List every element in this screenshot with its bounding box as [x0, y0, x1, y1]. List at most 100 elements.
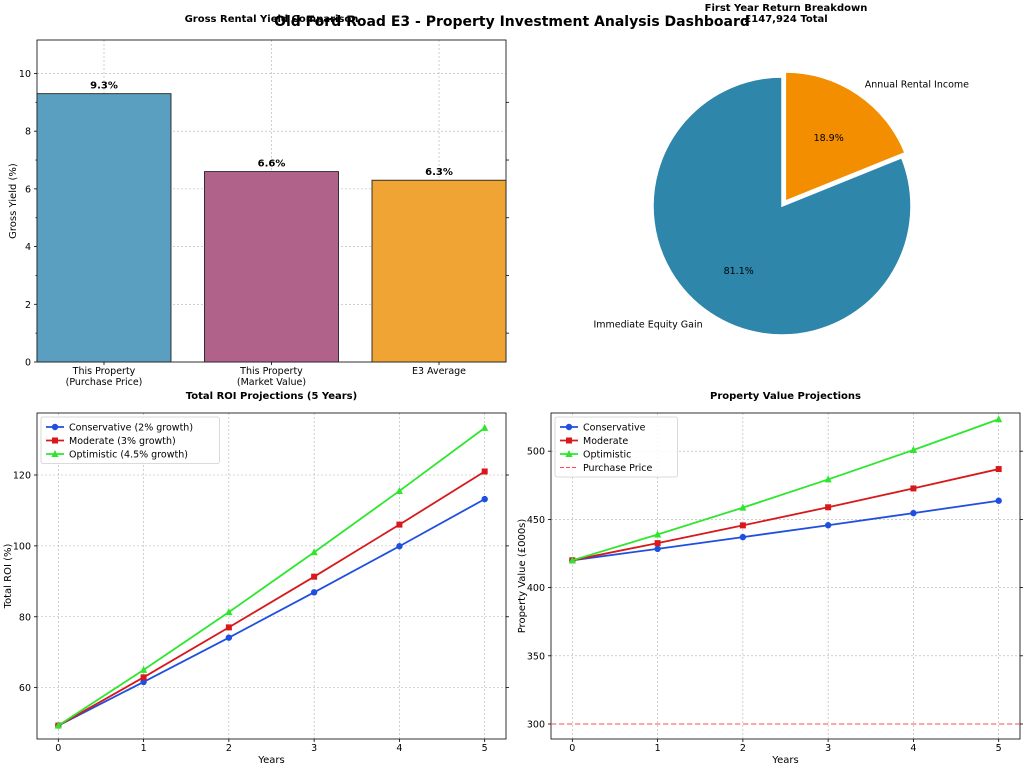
yield-bar — [204, 171, 339, 363]
roi-y-tick-label: 80 — [19, 612, 31, 623]
roi-plot-frame — [36, 412, 507, 740]
roi-data-point — [225, 608, 233, 616]
value-x-tick-label: 3 — [825, 743, 831, 754]
value-x-tick-label: 5 — [996, 743, 1002, 754]
value-y-tick-label: 300 — [527, 719, 545, 730]
value-data-point — [654, 540, 661, 547]
value-plot-frame — [550, 412, 1021, 740]
roi-data-point — [395, 486, 404, 494]
roi-data-point — [139, 665, 148, 673]
roi-data-point — [225, 634, 233, 641]
roi-series-line — [57, 470, 486, 727]
value-series-line — [572, 418, 999, 562]
value-data-point — [995, 466, 1002, 473]
roi-data-point — [140, 678, 147, 686]
yield-x-tick-label: E3 Average — [412, 366, 466, 377]
yield-bar — [36, 93, 172, 363]
roi-legend-label: Moderate (3% growth) — [69, 436, 176, 447]
value-data-point — [654, 545, 661, 553]
value-x-tick-label: 0 — [569, 743, 575, 754]
yield-chart-title: Gross Rental Yield Comparison — [185, 14, 359, 25]
roi-data-point — [54, 721, 62, 729]
value-legend-marker — [565, 423, 573, 431]
yield-bar-value-label: 6.3% — [425, 167, 453, 178]
value-legend-marker — [566, 437, 572, 444]
roi-legend-marker — [51, 423, 59, 431]
roi-x-tick-label: 4 — [396, 743, 402, 754]
roi-legend-box — [40, 416, 220, 464]
yield-y-tick-label: 10 — [19, 69, 31, 80]
roi-data-point — [481, 423, 489, 431]
roi-data-point — [310, 589, 318, 596]
yield-y-tick-label: 6 — [25, 184, 31, 195]
roi-data-point — [481, 468, 488, 475]
roi-data-point — [225, 624, 232, 631]
value-x-tick-label: 2 — [740, 743, 746, 754]
value-data-point — [739, 533, 747, 541]
roi-chart-title: Total ROI Projections (5 Years) — [186, 391, 357, 402]
value-data-point — [995, 415, 1003, 423]
roi-data-point — [396, 521, 403, 528]
value-legend-marker — [565, 450, 573, 457]
yield-y-tick-label: 0 — [25, 358, 31, 369]
yield-bar — [371, 179, 507, 363]
value-data-point — [824, 522, 832, 529]
yield-y-tick-label: 4 — [25, 242, 31, 253]
roi-legend-marker — [51, 450, 59, 457]
roi-x-tick-label: 0 — [55, 743, 61, 754]
pie-slice-percent-label: 18.9% — [814, 133, 844, 144]
yield-chart: Gross Rental Yield Comparison 0 2 4 6 8 10 9.… — [8, 14, 509, 388]
value-y-axis-label: Property Value (£000s) — [517, 519, 528, 634]
pie-chart-subtitle: £147,924 Total — [744, 14, 827, 25]
value-data-point — [653, 530, 662, 538]
value-series-line — [572, 468, 999, 562]
pie-slice-label: Annual Rental Income — [865, 79, 969, 90]
value-data-point — [568, 556, 576, 564]
value-x-tick-label: 4 — [910, 743, 916, 754]
roi-legend-label: Conservative (2% growth) — [69, 423, 193, 434]
roi-line-chart: Total ROI Projections (5 Years) 60 80 100 1… — [3, 391, 509, 766]
roi-data-point — [481, 495, 488, 503]
roi-x-tick-label: 3 — [311, 743, 317, 754]
roi-data-point — [310, 548, 318, 556]
roi-legend-label: Optimistic (4.5% growth) — [69, 450, 188, 461]
value-y-tick-label: 450 — [527, 515, 545, 526]
value-line-chart: Property Value Projections 3003504004505… — [517, 391, 1023, 766]
value-legend-box — [554, 416, 678, 478]
yield-bar-value-label: 6.6% — [258, 159, 286, 170]
pie-slice-percent-label: 81.1% — [724, 266, 754, 277]
yield-bar-value-label: 9.3% — [90, 81, 118, 92]
value-chart-title: Property Value Projections — [710, 391, 861, 402]
pie-slice-label: Immediate Equity Gain — [593, 320, 702, 331]
yield-y-axis-label: Gross Yield (%) — [8, 163, 19, 239]
value-series-line — [572, 499, 999, 562]
yield-y-tick-label: 2 — [25, 300, 31, 311]
value-legend-label: Optimistic — [583, 450, 631, 461]
roi-x-tick-label: 5 — [482, 743, 488, 754]
roi-legend: Conservative (2% growth) Moderate (3% gro… — [40, 416, 220, 464]
roi-data-point — [311, 573, 318, 580]
roi-data-point — [396, 543, 403, 550]
value-data-point — [995, 497, 1002, 504]
roi-y-axis-label: Total ROI (%) — [3, 544, 14, 610]
value-data-point — [910, 485, 917, 492]
value-legend-label: Moderate — [583, 436, 628, 447]
value-data-point — [739, 503, 747, 511]
yield-x-tick-label: This Property (Purchase Price) — [66, 366, 143, 388]
pie-slice — [784, 71, 906, 203]
roi-legend-marker — [52, 437, 58, 444]
value-legend-label: Purchase Price — [583, 463, 652, 474]
value-data-point — [909, 445, 918, 453]
value-x-axis-label: Years — [771, 755, 798, 766]
value-data-point — [739, 522, 746, 529]
pie-slice — [652, 76, 912, 336]
value-data-point — [910, 509, 917, 517]
dashboard-title: Old Ford Road E3 - Property Investment A… — [274, 14, 750, 30]
roi-series-line — [57, 498, 486, 727]
yield-y-tick-label: 8 — [25, 127, 31, 138]
roi-y-tick-label: 100 — [13, 541, 31, 552]
value-legend: Conservative Moderate Optimistic Purchase P… — [554, 416, 678, 478]
value-data-point — [824, 475, 832, 483]
value-y-tick-label: 500 — [527, 447, 545, 458]
